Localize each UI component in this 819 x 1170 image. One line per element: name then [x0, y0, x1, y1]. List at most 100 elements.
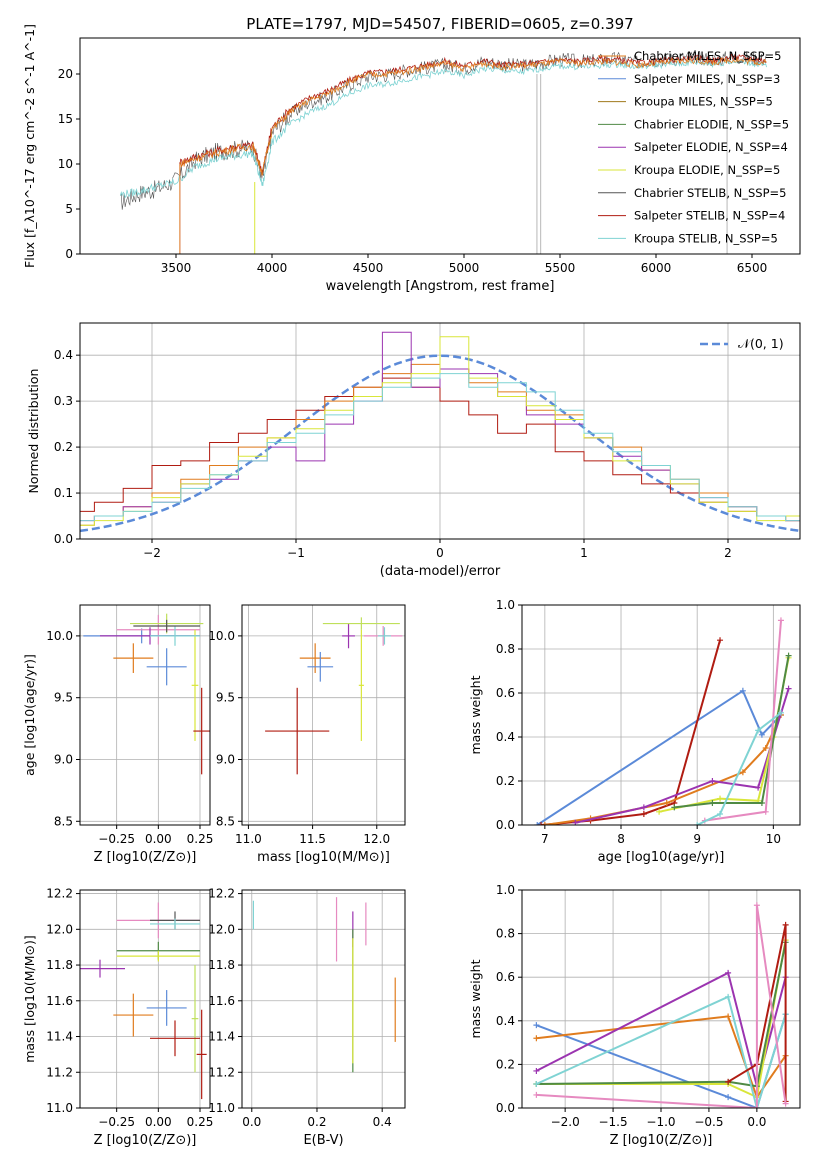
errorbar-point [196, 1009, 207, 1100]
axes-frame [79, 604, 211, 826]
legend-label: Chabrier ELODIE, N_SSP=5 [634, 117, 789, 131]
series-salpeter-elodie [535, 971, 787, 1091]
x-tick-label: 0.2 [307, 1115, 326, 1129]
data-point-marker [663, 800, 670, 806]
data-point-marker [709, 778, 716, 784]
axes-frame [521, 604, 801, 826]
y-tick-label: 1.0 [496, 598, 515, 612]
errorbar-point [133, 619, 200, 633]
x-axis-label: Z [log10(Z/Z⊙)] [610, 1133, 713, 1148]
errorbar-point [265, 687, 330, 775]
axes-frame [79, 37, 801, 255]
series-salpeter-stelib [727, 924, 787, 1102]
data-point-marker [739, 769, 746, 776]
data-point-marker [717, 811, 724, 817]
y-tick-label: 0 [65, 247, 73, 261]
x-tick-label: 6000 [641, 261, 672, 275]
errorbar-point [299, 643, 331, 673]
y-axis-label: age [log10(age/yr)] [22, 654, 37, 776]
panel-massweight_vs_Z: −2.0 −1.5 −1.0 −0.5 0.0 0.0 0.2 0.4 0.6 0.8 1.0 Z [… [468, 883, 801, 1148]
y-tick-label: 11.0 [46, 1101, 73, 1115]
series-data [120, 50, 767, 210]
x-tick-label: 0.4 [373, 1115, 392, 1129]
x-tick-label: 10 [766, 832, 781, 846]
histogram-salpeter-stelib [80, 377, 800, 522]
data-point-marker [533, 1081, 540, 1088]
errorbar-point [342, 623, 355, 649]
data-point-marker [656, 808, 663, 815]
data-point-marker [758, 731, 765, 738]
legend-label: Salpeter STELIB, N_SSP=4 [634, 209, 785, 223]
y-tick-label: 9.0 [216, 752, 235, 766]
errorbar-point [378, 627, 391, 645]
y-tick-label: 11.8 [208, 958, 235, 972]
x-tick-label: 0.00 [145, 1115, 172, 1129]
series-salpeter-miles [536, 689, 782, 825]
legend-label: Salpeter ELODIE, N_SSP=4 [634, 140, 788, 154]
x-tick-label: 1 [580, 546, 588, 560]
x-tick-label: 5000 [449, 261, 480, 275]
legend-label: Kroupa ELODIE, N_SSP=5 [634, 163, 780, 177]
panel-spectrum: 3500 4000 4500 5000 5500 6000 6500 0 5 10 15 20 wave… [22, 24, 801, 294]
x-axis-label: age [log10(age/yr)] [598, 850, 725, 865]
plot-area [534, 617, 792, 825]
legend-label: Chabrier MILES, N_SSP=5 [634, 49, 781, 63]
x-tick-label: 6500 [737, 261, 768, 275]
y-tick-label: 11.4 [46, 1030, 73, 1044]
errorbar-point [322, 617, 400, 630]
errorbar-point [116, 614, 200, 645]
y-tick-label: 12.2 [208, 887, 235, 901]
data-point-marker [762, 808, 769, 815]
data-point-marker [640, 804, 647, 811]
y-tick-label: 11.8 [46, 958, 73, 972]
y-tick-label: 20 [58, 67, 73, 81]
errorbar-point [146, 990, 187, 1026]
errorbar-point [193, 687, 210, 775]
y-tick-label: 0.0 [496, 1101, 515, 1115]
series-chabrier-miles [536, 1015, 787, 1100]
data-point-marker [777, 709, 784, 716]
data-point-marker [739, 687, 746, 694]
y-tick-label: 9.0 [54, 752, 73, 766]
series-salpeter-stelib [540, 639, 721, 825]
x-tick-label: 7 [541, 832, 549, 846]
data-point-marker [762, 745, 769, 751]
y-axis-label: mass weight [468, 959, 483, 1038]
y-tick-label: 0.3 [54, 394, 73, 408]
x-tick-label: −2 [143, 546, 161, 560]
legend-label: 𝒩(0, 1) [738, 336, 784, 351]
y-axis-label: Flux [f_λ10^-17 erg cm^-2 s^-1 A^-1] [22, 24, 37, 268]
errorbar-point [116, 950, 200, 962]
x-tick-label: 9 [693, 832, 701, 846]
y-tick-label: 10.0 [208, 629, 235, 643]
y-tick-label: 12.2 [46, 887, 73, 901]
panel-age_vs_mass: 11.0 11.5 12.0 8.5 9.0 9.5 10.0 mass [log10(M/M… [208, 604, 406, 865]
data-point-marker [538, 822, 545, 825]
y-tick-label: 0.6 [496, 970, 515, 984]
plot-area [80, 902, 207, 1100]
data-point-marker [753, 1105, 760, 1108]
data-point-marker [785, 652, 792, 659]
series-pink [536, 905, 787, 1108]
y-tick-label: 12.0 [208, 922, 235, 936]
y-tick-label: 10 [58, 157, 73, 171]
data-point-marker [758, 800, 765, 806]
data-point-marker [533, 1035, 540, 1042]
x-axis-label: wavelength [Angstrom, rest frame] [326, 279, 555, 294]
errorbar-point [150, 918, 200, 930]
errorbar-point [80, 959, 125, 978]
y-tick-label: 8.5 [54, 814, 73, 828]
data-point-marker [717, 795, 724, 802]
legend-label: Kroupa MILES, N_SSP=5 [634, 95, 773, 109]
data-point-marker [782, 921, 789, 928]
axes-frame [241, 604, 406, 826]
data-point-marker [725, 1013, 732, 1020]
plot-area [265, 617, 403, 775]
y-tick-label: 11.2 [46, 1065, 73, 1079]
panel-mass_vs_EBV: 0.0 0.2 0.4 11.0 11.2 11.4 11.6 11.8 12.0 12.2 E(B… [208, 887, 406, 1148]
y-tick-label: 0.0 [496, 818, 515, 832]
x-tick-label: −0.25 [98, 832, 135, 846]
data-point-marker [533, 1091, 540, 1098]
series-chabrier-elodie [536, 942, 787, 1088]
